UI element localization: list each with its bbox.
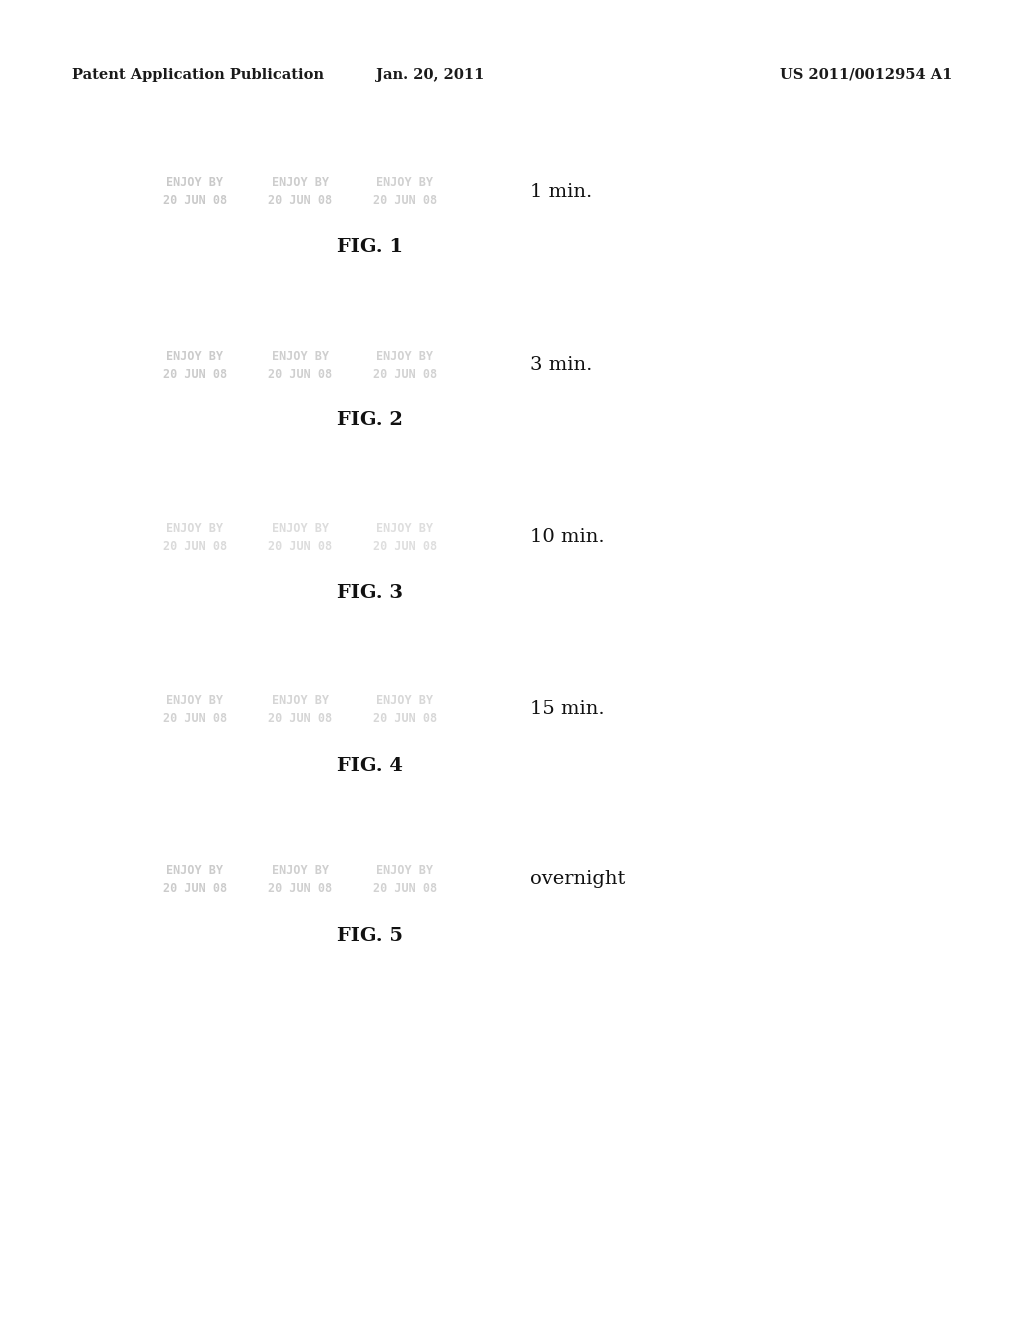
Text: ENJOY BY: ENJOY BY [271,350,329,363]
Text: ENJOY BY: ENJOY BY [271,693,329,706]
Text: ENJOY BY: ENJOY BY [271,863,329,876]
Text: ENJOY BY: ENJOY BY [167,350,223,363]
Text: 20 JUN 08: 20 JUN 08 [268,194,332,207]
Text: Patent Application Publication: Patent Application Publication [72,69,324,82]
Text: ENJOY BY: ENJOY BY [377,863,433,876]
Text: ENJOY BY: ENJOY BY [167,177,223,190]
Text: 20 JUN 08: 20 JUN 08 [373,367,437,380]
Text: ENJOY BY: ENJOY BY [271,177,329,190]
Text: ENJOY BY: ENJOY BY [167,521,223,535]
Text: 20 JUN 08: 20 JUN 08 [373,711,437,725]
Text: 20 JUN 08: 20 JUN 08 [373,540,437,553]
Text: FIG. 5: FIG. 5 [337,927,403,945]
Text: ENJOY BY: ENJOY BY [377,693,433,706]
Text: FIG. 3: FIG. 3 [337,583,403,602]
Text: 20 JUN 08: 20 JUN 08 [268,540,332,553]
Text: 20 JUN 08: 20 JUN 08 [268,882,332,895]
Text: 20 JUN 08: 20 JUN 08 [373,194,437,207]
Text: 1 min.: 1 min. [530,183,592,201]
Text: 20 JUN 08: 20 JUN 08 [163,540,227,553]
Text: ENJOY BY: ENJOY BY [377,350,433,363]
Text: 20 JUN 08: 20 JUN 08 [268,711,332,725]
Text: ENJOY BY: ENJOY BY [377,521,433,535]
Text: Jan. 20, 2011: Jan. 20, 2011 [376,69,484,82]
Text: 20 JUN 08: 20 JUN 08 [268,367,332,380]
Text: overnight: overnight [530,870,626,888]
Text: 20 JUN 08: 20 JUN 08 [163,367,227,380]
Text: 10 min.: 10 min. [530,528,604,546]
Text: ENJOY BY: ENJOY BY [271,521,329,535]
Text: 20 JUN 08: 20 JUN 08 [373,882,437,895]
Text: ENJOY BY: ENJOY BY [377,177,433,190]
Text: ENJOY BY: ENJOY BY [167,693,223,706]
Text: US 2011/0012954 A1: US 2011/0012954 A1 [779,69,952,82]
Text: 20 JUN 08: 20 JUN 08 [163,194,227,207]
Text: FIG. 4: FIG. 4 [337,756,402,775]
Text: 20 JUN 08: 20 JUN 08 [163,711,227,725]
Text: 3 min.: 3 min. [530,356,592,374]
Text: FIG. 2: FIG. 2 [337,411,402,429]
Text: ENJOY BY: ENJOY BY [167,863,223,876]
Text: 15 min.: 15 min. [530,700,604,718]
Text: FIG. 1: FIG. 1 [337,238,403,256]
Text: 20 JUN 08: 20 JUN 08 [163,882,227,895]
